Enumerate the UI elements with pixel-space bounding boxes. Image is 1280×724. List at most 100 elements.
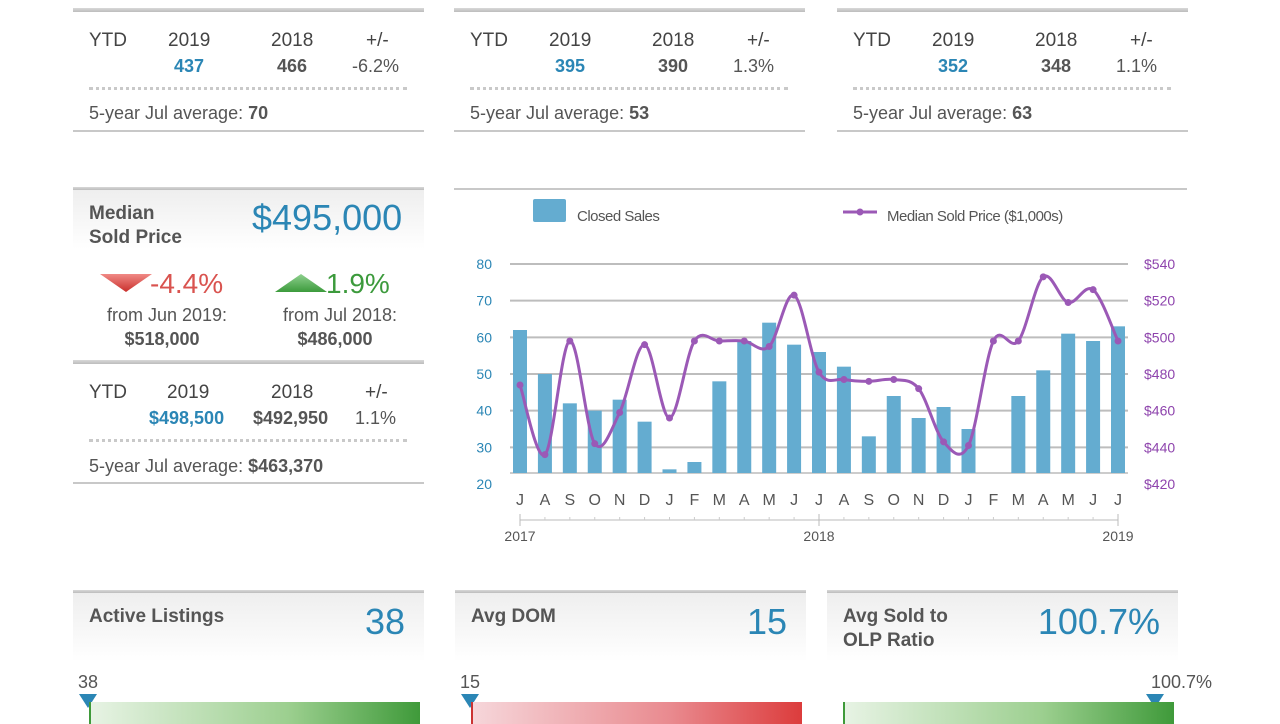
- y-left-tick-label: 40: [476, 403, 492, 419]
- price-point: [940, 438, 948, 446]
- ytd-dotted-divider: [89, 87, 407, 90]
- ytd-year-2018: 2018: [1035, 30, 1078, 51]
- x-tick-label: J: [1114, 492, 1122, 509]
- ytd-5yr-average: 5-year Jul average: 70: [89, 103, 268, 124]
- median-ytd-2018: 2018: [271, 382, 314, 403]
- metric-panel: [827, 592, 1178, 662]
- bar: [836, 366, 851, 473]
- x-tick-label: S: [863, 492, 874, 509]
- y-right-tick-label: $500: [1144, 329, 1175, 345]
- price-point: [1089, 286, 1097, 294]
- price-point: [541, 451, 549, 459]
- ytd-dotted-divider: [853, 87, 1171, 90]
- ytd-avg-value: 63: [1012, 103, 1033, 123]
- gauge-marker-label: 100.7%: [1150, 672, 1212, 692]
- price-point: [890, 376, 898, 383]
- closed-sales-price-chart: 20 30 40 50 60 70 80 $420 $440 $460 $480 $500 $520 $5…: [476, 199, 1175, 544]
- metric-value: 15: [746, 601, 787, 642]
- price-point: [765, 343, 773, 350]
- bar: [762, 322, 777, 473]
- x-tick-label: J: [516, 492, 524, 509]
- x-tick-label: M: [1062, 492, 1075, 509]
- ytd-dotted-divider: [470, 87, 788, 90]
- ytd-panel-bottom-line: [73, 130, 424, 132]
- y-right-tick-label: $440: [1144, 439, 1175, 455]
- median-ytd-2018-value: $492,950: [253, 408, 329, 428]
- gauge-bar: [471, 702, 802, 724]
- metric-panel-top-border: [455, 590, 806, 593]
- ytd-2019-value: 352: [938, 56, 969, 76]
- x-tick-label: D: [639, 492, 651, 509]
- median-title-line2: Sold Price: [89, 227, 182, 248]
- median-panel-top-border: [73, 187, 424, 190]
- ytd-change-value: -6.2%: [352, 56, 400, 76]
- ytd-2018-value: 390: [658, 56, 689, 76]
- bar: [1036, 370, 1051, 473]
- bar: [737, 341, 752, 473]
- median-avg-value: $463,370: [248, 456, 324, 476]
- ytd-panel-bottom-line: [454, 130, 805, 132]
- bar: [687, 462, 702, 473]
- gauge-bar: [843, 702, 1174, 724]
- price-point: [690, 337, 698, 345]
- price-point: [840, 376, 848, 383]
- metric-title: Avg DOM: [471, 605, 556, 629]
- price-point: [865, 377, 873, 385]
- median-ytd-divider: [73, 360, 424, 364]
- median-ytd-2019: 2019: [167, 382, 210, 403]
- y-left-tick-label: 80: [476, 256, 492, 272]
- from-jul-value: $486,000: [297, 329, 373, 349]
- x-tick-label: J: [666, 492, 674, 509]
- bar: [886, 396, 901, 473]
- median-ytd-label: YTD: [89, 382, 127, 403]
- price-point: [616, 409, 624, 416]
- price-point: [815, 368, 823, 376]
- x-tick-label: M: [763, 492, 776, 509]
- metric-panel-top-border: [73, 590, 424, 593]
- metric-panel-top-border: [827, 590, 1178, 593]
- legend-closed-sales: Closed Sales: [577, 208, 659, 225]
- gauge-bar: [89, 702, 420, 724]
- ytd-label: YTD: [470, 30, 508, 51]
- bar: [911, 418, 926, 473]
- price-point: [1114, 337, 1122, 345]
- median-5yr-average: 5-year Jul average: $463,370: [89, 456, 323, 477]
- ytd-label: YTD: [89, 30, 127, 51]
- from-jun-value: $518,000: [124, 329, 200, 349]
- bar: [562, 403, 577, 473]
- price-point: [1064, 299, 1072, 306]
- metric-title: Avg Sold to OLP Ratio: [843, 605, 948, 653]
- bar: [1111, 326, 1125, 473]
- bar: [861, 436, 876, 473]
- down-arrow-icon: [100, 274, 152, 292]
- ytd-2018-value: 466: [277, 56, 308, 76]
- ytd-5yr-average: 5-year Jul average: 53: [470, 103, 649, 124]
- metric-title-line2: OLP Ratio: [843, 630, 935, 651]
- ytd-avg-label: 5-year Jul average:: [853, 103, 1008, 123]
- ytd-year-2019: 2019: [932, 30, 975, 51]
- up-percent: 1.9%: [326, 268, 390, 299]
- up-arrow-icon: [275, 274, 327, 292]
- x-tick-label: F: [989, 492, 999, 509]
- legend-bar-swatch: [533, 199, 566, 222]
- price-point: [516, 381, 524, 389]
- gauge-marker-label: 38: [78, 672, 99, 692]
- ytd-panel-bottom-line: [837, 130, 1188, 132]
- y-left-tick-label: 30: [476, 439, 492, 455]
- x-tick-label: J: [1089, 492, 1097, 509]
- ytd-change-value: 1.3%: [733, 56, 775, 76]
- legend-median-price: Median Sold Price ($1,000s): [887, 208, 1063, 225]
- ytd-change-value: 1.1%: [1116, 56, 1158, 76]
- ytd-plus-minus: +/-: [1130, 30, 1153, 51]
- y-left-tick-label: 20: [476, 476, 492, 492]
- x-tick-label: N: [913, 492, 925, 509]
- metric-panel: [455, 592, 806, 662]
- bar: [1011, 396, 1026, 473]
- x-tick-label: F: [690, 492, 700, 509]
- y-right-tick-label: $520: [1144, 293, 1175, 309]
- metric-title-line1: Avg Sold to: [843, 606, 948, 627]
- price-point: [1014, 337, 1022, 345]
- median-panel-header: [73, 189, 424, 249]
- year-label: 2018: [803, 528, 834, 544]
- price-point: [591, 440, 599, 448]
